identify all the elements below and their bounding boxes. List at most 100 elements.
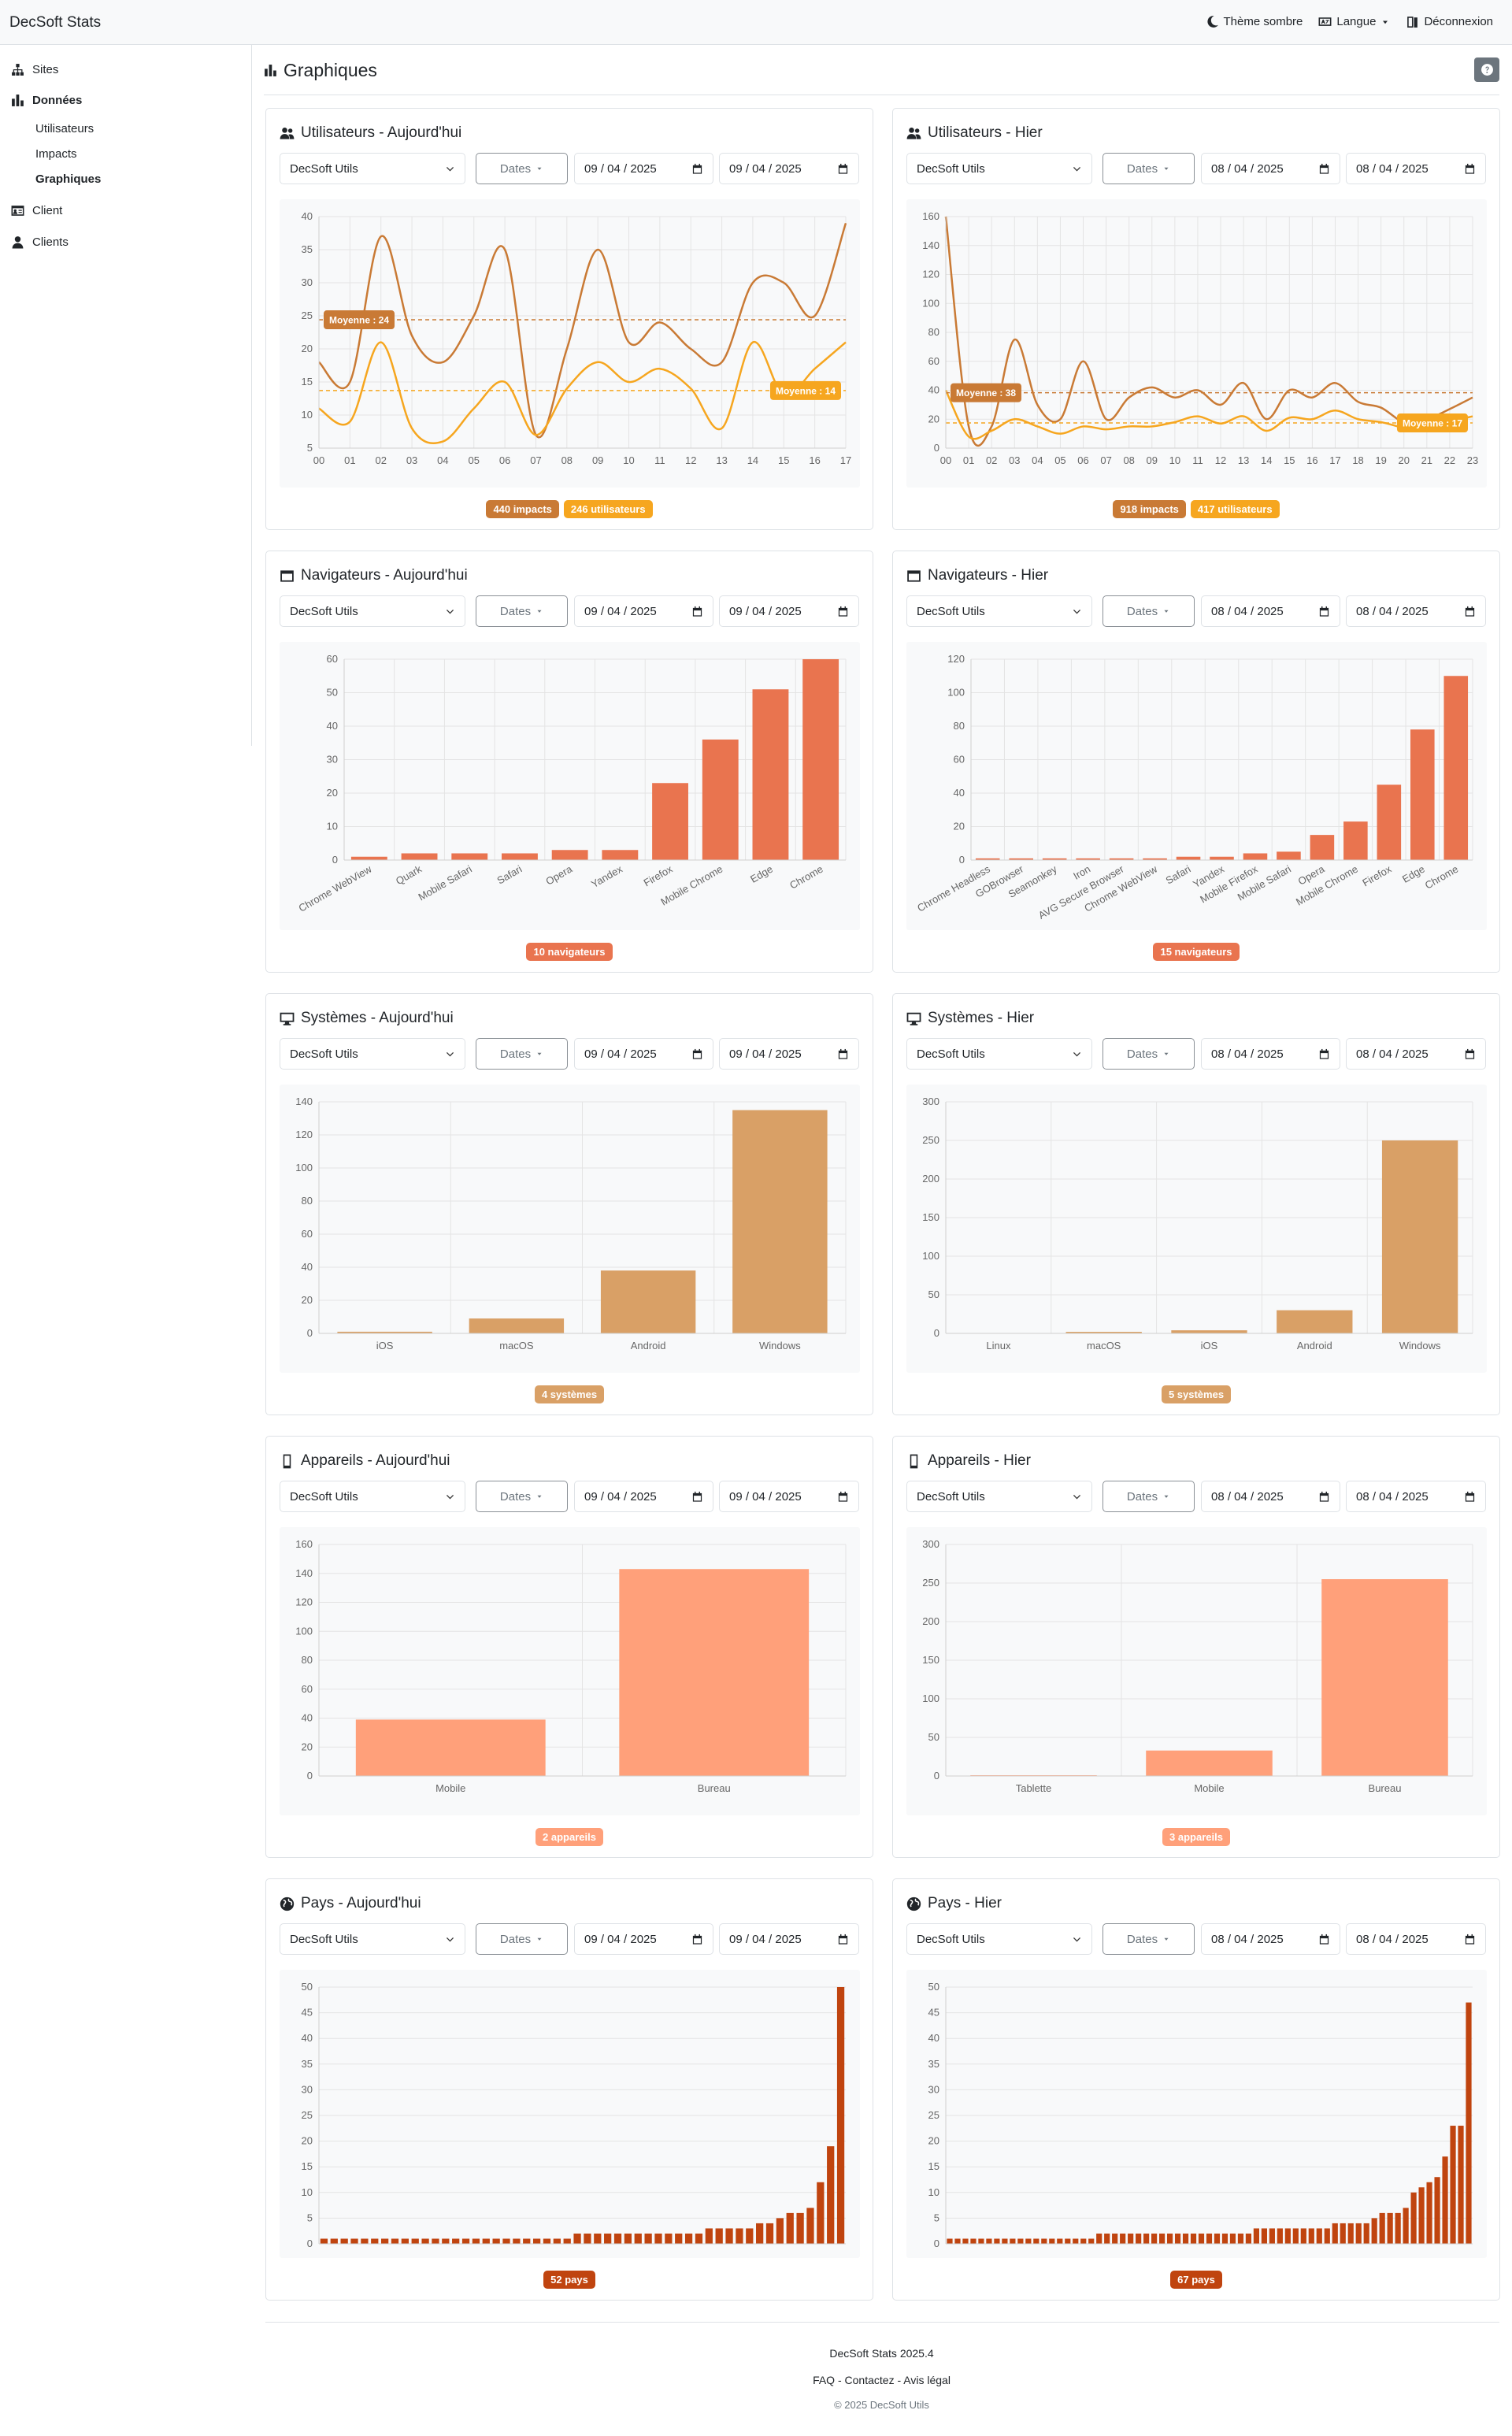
divider xyxy=(265,2322,1499,2323)
sidebar-subitem[interactable]: Utilisateurs xyxy=(35,122,94,135)
footer-link[interactable]: FAQ xyxy=(813,2374,836,2386)
date-input[interactable]: 09 / 04 / 2025 xyxy=(719,595,859,627)
y-tick-label: 160 xyxy=(922,210,939,222)
card-title: Pays - Aujourd'hui xyxy=(280,1895,421,1912)
date-input[interactable]: 09 / 04 / 2025 xyxy=(574,1038,713,1070)
icon-shape xyxy=(699,606,700,609)
y-tick-label: 30 xyxy=(302,2083,313,2095)
y-tick-label: 150 xyxy=(922,1654,939,1666)
site-select[interactable]: DecSoft Utils xyxy=(280,1923,465,1955)
help-button[interactable] xyxy=(1474,57,1499,82)
select-text: DecSoft Utils xyxy=(290,1047,358,1061)
theme-toggle[interactable]: Thème sombre xyxy=(1206,15,1303,28)
icon-shape xyxy=(915,133,921,139)
date-input[interactable]: 08 / 04 / 2025 xyxy=(1346,1481,1486,1512)
bar xyxy=(1041,2238,1047,2244)
bar xyxy=(1076,858,1100,860)
sidebar-item[interactable]: Sites xyxy=(11,63,58,76)
site-select[interactable]: DecSoft Utils xyxy=(280,153,465,184)
y-tick-label: 20 xyxy=(302,1294,313,1306)
nav-text: Déconnexion xyxy=(1424,15,1493,28)
date-input[interactable]: 09 / 04 / 2025 xyxy=(574,595,713,627)
site-select[interactable]: DecSoft Utils xyxy=(280,1481,465,1512)
y-tick-label: 20 xyxy=(327,787,338,799)
plot xyxy=(318,1544,847,1776)
site-select[interactable]: DecSoft Utils xyxy=(906,1481,1092,1512)
date-input[interactable]: 08 / 04 / 2025 xyxy=(1346,595,1486,627)
average-label: Moyenne : 14 xyxy=(776,385,836,396)
dates-button[interactable]: Dates xyxy=(476,1481,568,1512)
y-tick-label: 40 xyxy=(302,210,313,222)
site-select[interactable]: DecSoft Utils xyxy=(906,1923,1092,1955)
dates-button[interactable]: Dates xyxy=(1102,595,1195,627)
sidebar-item[interactable]: Données xyxy=(11,94,82,107)
date-input[interactable]: 09 / 04 / 2025 xyxy=(719,1923,859,1955)
language-menu[interactable]: Langue xyxy=(1318,15,1390,28)
y-tick-label: 20 xyxy=(302,1741,313,1752)
sidebar-subitem[interactable]: Graphiques xyxy=(35,172,102,186)
bar xyxy=(702,740,739,860)
date-input[interactable]: 09 / 04 / 2025 xyxy=(719,153,859,184)
dates-button[interactable]: Dates xyxy=(1102,153,1195,184)
date-input[interactable]: 08 / 04 / 2025 xyxy=(1201,595,1340,627)
x-tick-label: 00 xyxy=(940,454,951,466)
footer-link[interactable]: Contactez xyxy=(844,2374,895,2386)
dates-button[interactable]: Dates xyxy=(476,1923,568,1955)
site-select[interactable]: DecSoft Utils xyxy=(280,1038,465,1070)
bar xyxy=(1410,729,1435,860)
icon-shape xyxy=(1321,606,1323,609)
date-input[interactable]: 09 / 04 / 2025 xyxy=(574,1481,713,1512)
bar xyxy=(1316,2228,1322,2244)
bar xyxy=(994,2238,1000,2244)
sidebar-subitem[interactable]: Impacts xyxy=(35,147,77,161)
site-select[interactable]: DecSoft Utils xyxy=(906,153,1092,184)
date-input[interactable]: 09 / 04 / 2025 xyxy=(574,1923,713,1955)
dates-button[interactable]: Dates xyxy=(476,153,568,184)
icon xyxy=(1073,166,1081,171)
dates-button[interactable]: Dates xyxy=(1102,1038,1195,1070)
site-select[interactable]: DecSoft Utils xyxy=(906,1038,1092,1070)
brand[interactable]: DecSoft Stats xyxy=(9,14,102,31)
icon xyxy=(1480,63,1494,76)
dates-button[interactable]: Dates xyxy=(1102,1923,1195,1955)
y-tick-label: 80 xyxy=(302,1195,313,1207)
icon-shape xyxy=(287,128,293,133)
y-tick-label: 40 xyxy=(302,1261,313,1273)
chart-background xyxy=(906,1970,1487,2258)
bar xyxy=(1363,2223,1369,2244)
date-input[interactable]: 09 / 04 / 2025 xyxy=(719,1481,859,1512)
date-text: 08 / 04 / 2025 xyxy=(1356,1489,1429,1503)
icon-shape xyxy=(280,569,294,582)
date-input[interactable]: 08 / 04 / 2025 xyxy=(1201,153,1340,184)
date-input[interactable]: 09 / 04 / 2025 xyxy=(574,153,713,184)
site-select[interactable]: DecSoft Utils xyxy=(280,595,465,627)
select-text: DecSoft Utils xyxy=(290,161,358,176)
bar xyxy=(1010,2238,1016,2244)
site-select[interactable]: DecSoft Utils xyxy=(906,595,1092,627)
bar xyxy=(461,2238,470,2244)
card-title-text: Systèmes - Aujourd'hui xyxy=(301,1010,454,1026)
icon-shape xyxy=(1465,607,1475,617)
y-tick-label: 20 xyxy=(954,821,965,832)
date-input[interactable]: 08 / 04 / 2025 xyxy=(1201,1923,1340,1955)
date-input[interactable]: 08 / 04 / 2025 xyxy=(1201,1038,1340,1070)
date-input[interactable]: 08 / 04 / 2025 xyxy=(1346,153,1486,184)
dates-button[interactable]: Dates xyxy=(1102,1481,1195,1512)
sidebar-item[interactable]: Client xyxy=(11,204,62,217)
dates-button[interactable]: Dates xyxy=(476,1038,568,1070)
date-input[interactable]: 08 / 04 / 2025 xyxy=(1346,1923,1486,1955)
logout[interactable]: Déconnexion xyxy=(1406,15,1493,28)
date-input[interactable]: 08 / 04 / 2025 xyxy=(1346,1038,1486,1070)
y-tick-label: 0 xyxy=(934,1327,939,1339)
sidebar-item[interactable]: Clients xyxy=(11,235,69,249)
plot xyxy=(318,1102,847,1333)
y-tick-label: 60 xyxy=(302,1683,313,1695)
date-input[interactable]: 09 / 04 / 2025 xyxy=(719,1038,859,1070)
dates-button[interactable]: Dates xyxy=(476,595,568,627)
bar xyxy=(1450,2126,1456,2244)
date-input[interactable]: 08 / 04 / 2025 xyxy=(1201,1481,1340,1512)
x-tick-label: Bureau xyxy=(1369,1782,1402,1794)
y-tick-label: 0 xyxy=(934,442,939,454)
footer-link[interactable]: Avis légal xyxy=(903,2374,951,2386)
icon-shape xyxy=(283,1898,293,1907)
